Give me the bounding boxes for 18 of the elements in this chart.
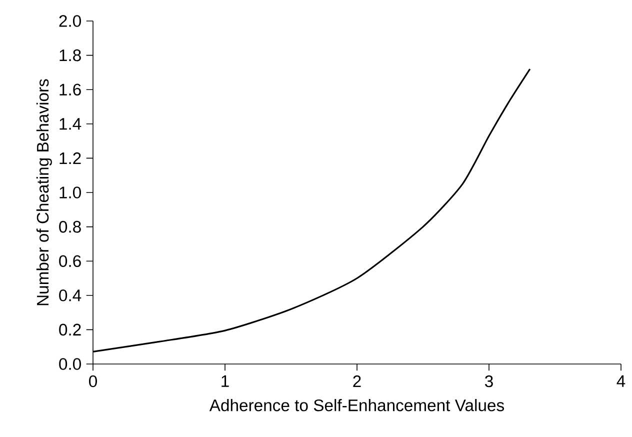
- x-tick-label: 1: [222, 375, 229, 387]
- y-tick-label: 0.6: [59, 255, 81, 268]
- x-tick-label: 2: [353, 375, 361, 388]
- y-tick-label: 0.4: [59, 290, 82, 302]
- y-axis-title: Number of Cheating Behaviors: [36, 79, 52, 306]
- y-tick-label: 0.0: [59, 358, 81, 370]
- y-tick-label: 1.8: [60, 49, 81, 62]
- x-axis-title: Adherence to Self-Enhancement Values: [209, 398, 504, 412]
- y-tick-label: 0.8: [59, 220, 81, 233]
- y-tick-label: 2.0: [59, 15, 81, 27]
- y-tick-label: 1.6: [60, 84, 81, 96]
- x-tick-label: 0: [89, 375, 97, 388]
- y-tick-label: 1.2: [60, 152, 81, 164]
- x-tick-label: 4: [616, 375, 626, 387]
- y-tick-label: 1.4: [60, 118, 82, 130]
- y-tick-label: 1.0: [60, 186, 81, 198]
- y-tick-label: 0.2: [59, 324, 81, 336]
- x-tick-label: 3: [484, 375, 493, 388]
